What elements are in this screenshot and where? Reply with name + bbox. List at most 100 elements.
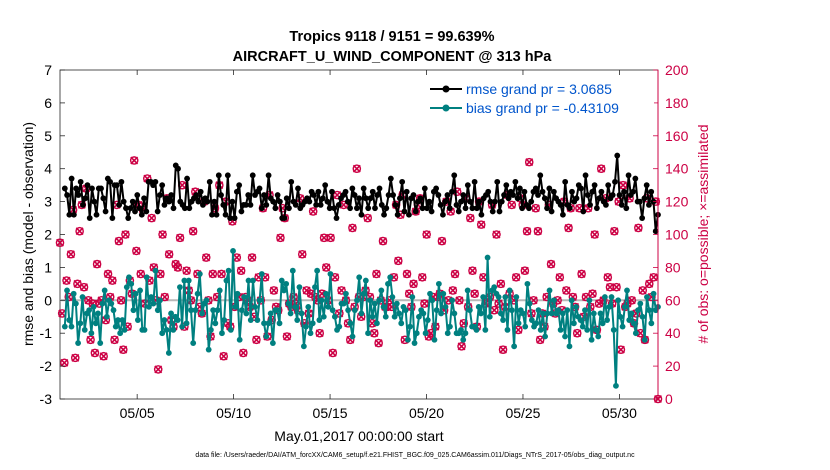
rmse-point (161, 201, 168, 208)
rmse-point (159, 182, 166, 189)
y-right-tick-label: 160 (665, 128, 689, 144)
obs-count-marker (315, 328, 325, 338)
obs-count-marker (321, 263, 331, 272)
rmse-point (449, 188, 455, 195)
bias-point (515, 320, 522, 327)
bias-point (289, 267, 296, 274)
rmse-point (489, 208, 496, 215)
bias-point (261, 320, 267, 327)
rmse-point (426, 198, 433, 205)
rmse-point (134, 192, 141, 198)
rmse-point (417, 195, 424, 202)
obs-possible-circle (577, 269, 586, 279)
obs-assimilated-cross (121, 230, 130, 239)
obs-possible-circle (572, 328, 582, 338)
obs-possible-circle (470, 289, 479, 299)
rmse-point (283, 195, 290, 202)
bias-point (152, 267, 159, 274)
obs-assimilated-cross (136, 270, 145, 278)
obs-assimilated-cross (232, 253, 241, 262)
bias-point (615, 297, 622, 304)
bias-point (196, 271, 203, 277)
bias-point (398, 320, 405, 327)
bias-point (376, 297, 383, 304)
y-right-tick-label: 60 (665, 292, 681, 308)
obs-assimilated-cross (348, 223, 357, 232)
bias-point (230, 248, 236, 254)
obs-count-marker (457, 342, 466, 351)
bias-point (427, 290, 433, 297)
obs-assimilated-cross (588, 289, 597, 298)
bias-point (588, 336, 595, 343)
obs-count-marker (533, 226, 543, 236)
obs-assimilated-cross (114, 237, 123, 246)
bias-point (99, 300, 106, 307)
obs-count-marker (498, 345, 508, 354)
rmse-point (84, 182, 91, 189)
obs-count-marker (496, 279, 506, 289)
bias-point (132, 290, 139, 297)
rmse-point (451, 172, 458, 179)
rmse-point (625, 172, 632, 179)
rmse-point (539, 188, 546, 195)
bias-point (325, 303, 332, 310)
obs-assimilated-cross (616, 345, 625, 354)
bias-point (278, 277, 285, 284)
bias-point (219, 330, 225, 337)
bias-point (604, 317, 610, 323)
obs-count-marker (588, 289, 597, 299)
obs-possible-circle (590, 230, 600, 239)
obs-assimilated-cross (512, 273, 521, 282)
bias-point (101, 287, 108, 294)
rmse-point (320, 195, 326, 202)
rmse-point (258, 205, 265, 212)
rmse-point (154, 208, 161, 215)
rmse-point (184, 175, 190, 182)
y-left-tick-label: 2 (44, 227, 52, 243)
obs-assimilated-cross (612, 283, 621, 292)
rmse-point (123, 205, 129, 212)
bias-point (312, 284, 318, 291)
y-left-tick-label: -2 (40, 358, 53, 374)
bias-point (385, 280, 391, 287)
rmse-point (317, 201, 324, 208)
y-left-tick-label: 0 (44, 292, 52, 308)
rmse-point (487, 198, 494, 205)
rmse-point (326, 205, 333, 212)
bias-point (354, 297, 360, 304)
rmse-point (118, 178, 125, 185)
bias-point (475, 303, 482, 310)
obs-assimilated-cross (309, 207, 318, 216)
rmse-point (492, 198, 498, 205)
obs-possible-circle (546, 259, 556, 269)
obs-possible-circle (103, 269, 113, 279)
obs-possible-circle (352, 164, 362, 173)
rmse-point (353, 205, 360, 212)
rmse-point (233, 188, 240, 195)
obs-assimilated-cross (217, 270, 226, 278)
rmse-point (247, 201, 254, 208)
obs-assimilated-cross (182, 266, 191, 275)
bias-point (500, 317, 506, 323)
rmse-point (462, 205, 469, 212)
rmse-point (91, 198, 98, 205)
rmse-point (102, 208, 109, 215)
bias-point (88, 330, 95, 337)
rmse-point (324, 198, 331, 205)
bias-point (440, 290, 447, 297)
obs-assimilated-cross (322, 263, 331, 272)
bias-point (141, 327, 148, 333)
obs-possible-circle (409, 279, 418, 289)
bias-point (267, 310, 274, 317)
rmse-point (616, 192, 623, 198)
rmse-point (560, 211, 566, 218)
rmse-point (496, 208, 503, 215)
obs-assimilated-cross (446, 207, 455, 216)
bias-point (533, 320, 540, 327)
bias-point (535, 307, 542, 314)
obs-count-marker (326, 233, 335, 243)
obs-possible-circle (321, 263, 331, 272)
obs-possible-circle (378, 236, 388, 246)
obs-assimilated-cross (202, 253, 211, 262)
rmse-point (519, 205, 526, 212)
